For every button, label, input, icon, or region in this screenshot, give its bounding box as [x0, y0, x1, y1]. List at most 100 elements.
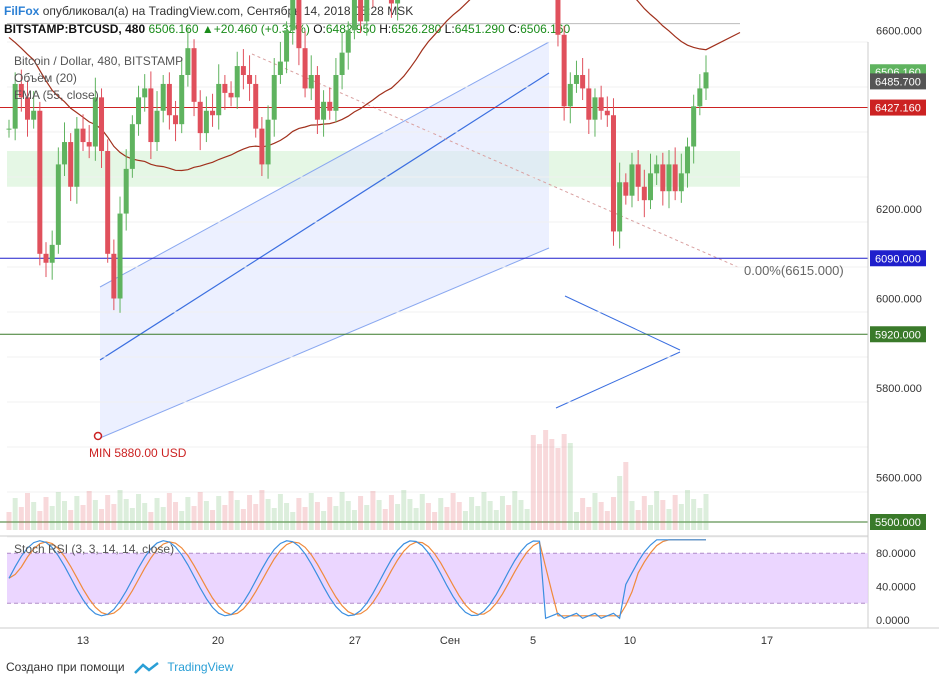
volume-bar	[370, 491, 376, 530]
candle-body	[43, 253, 49, 263]
candle-body	[74, 128, 80, 187]
volume-bar	[68, 510, 74, 530]
volume-bar	[314, 502, 320, 530]
candle-body	[222, 83, 228, 93]
fib-label: 0.00%(6615.000)	[744, 263, 844, 278]
ema-legend[interactable]: EMA (55, close)	[14, 88, 99, 102]
volume-bar	[321, 511, 327, 530]
volume-bar	[6, 512, 12, 530]
price-tag-label: 6090.000	[875, 253, 921, 265]
volume-bar	[284, 503, 290, 530]
volume-bar	[216, 496, 222, 530]
candle-body	[49, 244, 55, 263]
volume-bar	[308, 493, 314, 530]
candle-body	[111, 253, 117, 299]
candle-body	[234, 66, 240, 98]
candle-body	[18, 83, 24, 98]
open-label: O:	[313, 22, 326, 36]
candle-body	[358, 0, 364, 22]
volume-bar	[456, 502, 462, 530]
volume-bar	[18, 507, 24, 530]
volume-bar	[506, 505, 512, 530]
volume-bar	[80, 505, 86, 530]
volume-bar	[598, 502, 604, 530]
candle-body	[210, 110, 216, 116]
chart-title-legend[interactable]: Bitcoin / Dollar, 480, BITSTAMP	[14, 54, 184, 68]
publisher-line: FilFox опубликовал(а) на TradingView.com…	[4, 4, 413, 18]
candle-body	[173, 115, 179, 125]
candle-body	[388, 0, 394, 4]
candle-body	[647, 173, 653, 201]
volume-bar	[425, 503, 431, 530]
candle-body	[136, 97, 142, 125]
volume-legend[interactable]: Объём (20)	[14, 71, 77, 85]
volume-bar	[549, 439, 555, 530]
candle-body	[203, 110, 209, 134]
candle-body	[99, 97, 105, 151]
candle-body	[228, 92, 234, 98]
candle-body	[327, 101, 333, 111]
volume-bar	[487, 501, 493, 530]
volume-bar	[660, 500, 666, 530]
candle-body	[395, 0, 401, 4]
symbol-label: BITSTAMP:BTCUSD, 480	[4, 22, 146, 36]
candle-body	[240, 66, 246, 75]
last-price: 6506.160	[148, 22, 199, 36]
y-tick-label: 6000.000	[876, 294, 922, 306]
volume-bar	[518, 500, 524, 530]
candle-body	[666, 164, 672, 192]
volume-bar	[512, 491, 518, 530]
candle-body	[314, 75, 320, 120]
candle-body	[253, 83, 259, 129]
candle-body	[364, 0, 370, 22]
volume-bar	[555, 448, 561, 530]
stoch-rsi-legend[interactable]: Stoch RSI (3, 3, 14, 14, close)	[14, 542, 175, 556]
candle-body	[80, 128, 86, 143]
candle-body	[333, 75, 339, 111]
x-tick-label: 17	[761, 635, 773, 647]
volume-bar	[462, 511, 468, 530]
candle-body	[6, 128, 12, 130]
volume-bar	[333, 506, 339, 530]
volume-bar	[86, 491, 92, 530]
candle-body	[92, 97, 98, 147]
price-tag-label: 6427.160	[875, 103, 921, 115]
trend-dotted-line	[251, 53, 741, 269]
volume-bar	[55, 492, 61, 530]
volume-bar	[543, 430, 549, 530]
published-text: опубликовал(а) на TradingView.com, Сентя…	[42, 4, 414, 18]
price-tag	[870, 250, 926, 267]
volume-bar	[148, 512, 154, 530]
volume-bar	[530, 435, 536, 530]
x-tick-label: 20	[212, 635, 224, 647]
candle-body	[339, 52, 345, 75]
price-tag-label: 6485.700	[875, 76, 921, 88]
candle-body	[105, 150, 111, 254]
candle-body	[573, 75, 579, 84]
volume-bar	[499, 496, 505, 530]
volume-bar	[610, 497, 616, 530]
volume-bar	[234, 500, 240, 530]
volume-bar	[12, 498, 18, 530]
candle-body	[641, 186, 647, 201]
low-label: L:	[444, 22, 455, 36]
volume-bar	[444, 507, 450, 530]
volume-bar	[635, 510, 641, 530]
footer-brand[interactable]: TradingView	[167, 660, 234, 674]
volume-bar	[364, 505, 370, 530]
tradingview-logo-icon[interactable]	[134, 661, 160, 675]
candle-body	[271, 75, 277, 120]
volume-bar	[117, 490, 123, 530]
triangle-lower-line	[555, 351, 681, 409]
x-tick-label: 27	[349, 635, 361, 647]
candle-body	[629, 164, 635, 196]
publisher-name[interactable]: FilFox	[4, 4, 40, 18]
volume-bar	[259, 490, 265, 530]
candle-body	[654, 164, 660, 174]
candle-body	[86, 142, 92, 147]
volume-bar	[419, 494, 425, 530]
candle-body	[610, 115, 616, 232]
volume-bar	[173, 502, 179, 530]
candle-body	[580, 75, 586, 89]
